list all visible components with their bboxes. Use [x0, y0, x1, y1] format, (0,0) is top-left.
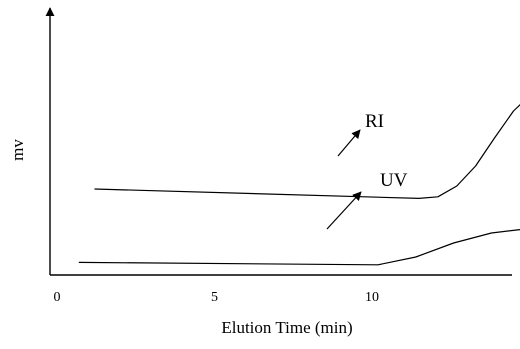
x-tick-label: 5 — [211, 290, 218, 305]
ri-annotation-label: RI — [365, 111, 384, 132]
series-line-ri — [94, 103, 520, 199]
x-tick-label: 10 — [365, 290, 379, 305]
x-axis-title: Elution Time (min) — [221, 318, 352, 337]
series-group — [78, 103, 520, 266]
x-tick-label: 0 — [54, 290, 61, 305]
uv-annotation-label: UV — [380, 170, 408, 191]
uv-annotation-arrow — [326, 191, 362, 230]
x-tick-labels: 0510152025 — [54, 290, 380, 305]
series-line-uv — [78, 229, 520, 266]
y-axis-title: mv — [8, 139, 27, 161]
ri-annotation-arrow — [337, 129, 361, 157]
